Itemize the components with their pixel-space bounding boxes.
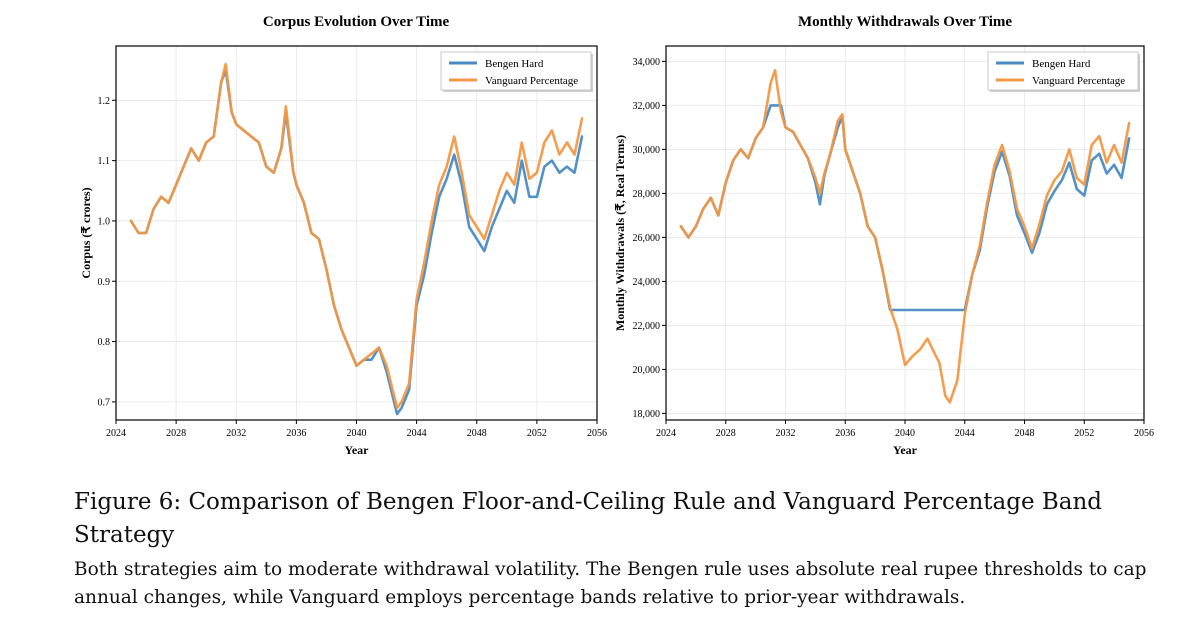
legend-label: Bengen Hard [1032,58,1091,70]
x-tick-label: 2028 [716,428,736,439]
x-tick-label: 2044 [955,428,975,439]
y-tick-label: 34,000 [633,57,661,68]
x-tick-label: 2048 [467,428,487,439]
x-tick-label: 2024 [656,428,676,439]
x-tick-label: 2044 [407,428,427,439]
legend: Bengen Hard Vanguard Percentage [440,51,593,92]
y-tick-label: 18,000 [633,409,661,420]
chart-monthly-withdrawals: 2024 2028 2032 2036 2040 2044 2048 2052 2056 18,0… [613,14,1154,457]
x-axis-label: Year [345,443,370,457]
y-tick-label: 1.1 [98,156,111,167]
x-axis-label: Year [893,443,918,457]
y-tick-label: 0.8 [98,337,111,348]
x-tick-label: 2048 [1015,428,1035,439]
figure-svg: 2024 2028 2032 2036 2040 2044 2048 2052 2056 0.7 0… [79,14,1154,457]
x-tick-label: 2056 [1134,428,1154,439]
figure-caption: Figure 6: Comparison of Bengen Floor-and… [74,486,1174,612]
x-tick-label: 2032 [776,428,796,439]
y-tick-label: 26,000 [633,233,661,244]
legend-label: Vanguard Percentage [485,75,578,87]
legend-box [987,51,1139,91]
y-tick-label: 0.9 [98,277,111,288]
legend-box [440,51,592,91]
legend-label: Vanguard Percentage [1032,75,1125,87]
legend-label: Bengen Hard [485,58,544,70]
chart-title: Monthly Withdrawals Over Time [798,14,1012,30]
series-group [129,62,584,416]
x-tick-label: 2040 [347,428,367,439]
x-tick-label: 2028 [166,428,186,439]
chart-title: Corpus Evolution Over Time [263,14,450,30]
caption-body: Both strategies aim to moderate withdraw… [74,559,1147,608]
chart-corpus-evolution: 2024 2028 2032 2036 2040 2044 2048 2052 2056 0.7 0… [79,14,607,457]
y-tick-label: 28,000 [633,189,661,200]
x-tick-label: 2052 [527,428,547,439]
x-tick-label: 2024 [106,428,126,439]
x-tick-label: 2056 [587,428,607,439]
series-line-vanguard-percentage [129,62,584,410]
figure: 2024 2028 2032 2036 2040 2044 2048 2052 2056 0.7 0… [79,14,1154,457]
x-tick-label: 2036 [286,428,306,439]
x-tick-label: 2032 [226,428,246,439]
y-tick-label: 20,000 [633,365,661,376]
x-tick-label: 2040 [895,428,915,439]
x-tick-label: 2036 [835,428,855,439]
series-line-vanguard-percentage [679,68,1131,404]
x-tick-label: 2052 [1074,428,1094,439]
legend: Bengen Hard Vanguard Percentage [987,51,1140,92]
y-tick-label: 30,000 [633,145,661,156]
y-tick-label: 24,000 [633,277,661,288]
series-group [679,68,1131,404]
y-tick-label: 1.0 [98,216,111,227]
y-axis-label: Monthly Withdrawals (₹, Real Terms) [613,135,627,331]
y-tick-label: 32,000 [633,101,661,112]
y-axis-label: Corpus (₹ crores) [79,187,93,278]
caption-title: Figure 6: Comparison of Bengen Floor-and… [74,489,1103,548]
y-tick-label: 1.2 [98,96,111,107]
y-tick-label: 0.7 [98,397,111,408]
y-tick-label: 22,000 [633,321,661,332]
